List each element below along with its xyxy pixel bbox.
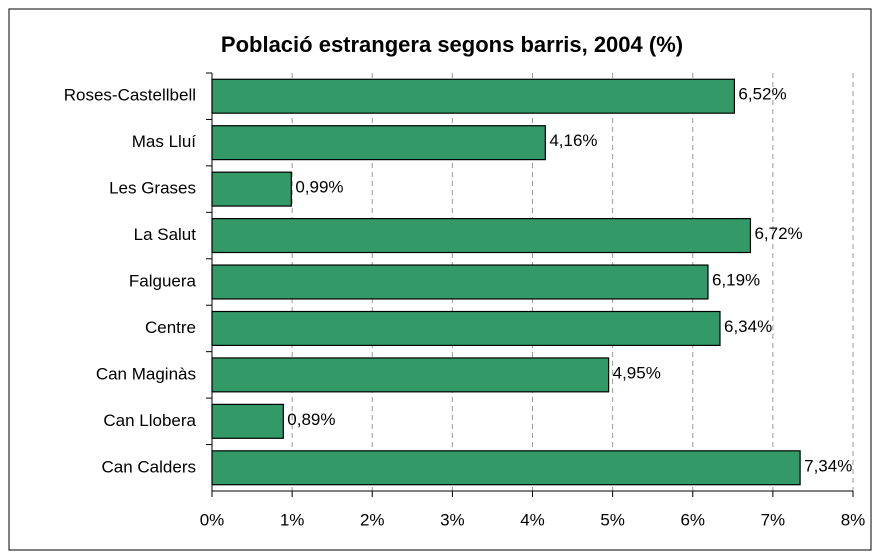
y-tick-label: Centre [145,318,196,337]
value-label: 4,95% [613,363,661,382]
bar [211,403,284,439]
value-label: 6,19% [712,270,760,289]
x-tick-label: 4% [520,510,545,529]
x-tick-label: 3% [440,510,465,529]
bar [211,450,801,486]
chart-title: Població estrangera segons barris, 2004 … [221,32,683,57]
x-tick-label: 2% [360,510,385,529]
value-label: 4,16% [549,131,597,150]
bar [211,357,610,393]
value-label: 6,52% [738,85,786,104]
bar [211,218,752,254]
y-tick-label: Can Calders [102,457,197,476]
x-tick-label: 6% [680,510,705,529]
value-label: 0,89% [287,410,335,429]
value-label: 6,72% [754,224,802,243]
bar [211,78,736,114]
y-tick-label: Can Llobera [103,411,196,430]
x-tick-label: 5% [600,510,625,529]
bar [211,310,721,346]
y-tick-label: Mas Lluí [132,132,197,151]
value-label: 7,34% [804,456,852,475]
y-tick-label: Roses-Castellbell [64,86,196,105]
y-tick-label: Les Grases [109,179,196,198]
x-tick-label: 7% [761,510,786,529]
y-tick-label: Falguera [129,271,197,290]
value-label: 6,34% [724,317,772,336]
x-tick-label: 1% [280,510,305,529]
x-tick-label: 8% [841,510,866,529]
x-tick-label: 0% [200,510,225,529]
bar [211,264,709,300]
y-tick-label: La Salut [134,225,197,244]
bar [211,125,546,161]
bar [211,171,292,207]
y-tick-label: Can Maginàs [96,364,196,383]
value-label: 0,99% [295,178,343,197]
